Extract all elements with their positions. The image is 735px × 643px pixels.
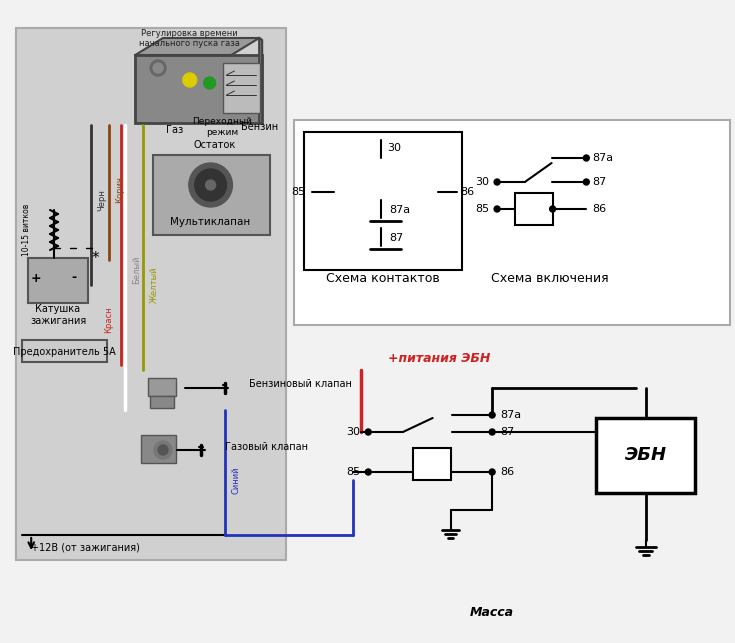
Circle shape [206, 180, 215, 190]
Bar [141, 435, 176, 463]
Text: Масса: Масса [470, 606, 514, 619]
Circle shape [550, 206, 556, 212]
Text: Схема включения: Схема включения [491, 271, 609, 284]
Text: 30: 30 [346, 427, 360, 437]
Circle shape [158, 445, 168, 455]
Text: 87а: 87а [500, 410, 521, 420]
Text: Бензиновый клапан: Бензиновый клапан [249, 379, 352, 389]
Text: 87: 87 [592, 177, 606, 187]
Circle shape [154, 441, 172, 459]
Text: 87: 87 [389, 233, 404, 243]
Bar [223, 63, 260, 113]
Text: 30: 30 [475, 177, 490, 187]
Text: Корич: Корич [115, 177, 124, 203]
Circle shape [150, 60, 166, 76]
Text: ЭБН: ЭБН [625, 446, 667, 464]
Text: 85: 85 [346, 467, 360, 477]
Text: Схема контактов: Схема контактов [326, 271, 440, 284]
Text: *: * [92, 251, 99, 266]
Bar [294, 120, 730, 325]
Text: Черн: Черн [98, 189, 107, 211]
Circle shape [584, 179, 589, 185]
Circle shape [183, 73, 197, 87]
Polygon shape [135, 38, 259, 55]
Text: -: - [71, 271, 76, 284]
Circle shape [490, 469, 495, 475]
Circle shape [365, 429, 371, 435]
Circle shape [195, 169, 226, 201]
Text: Бензин: Бензин [240, 122, 278, 132]
Circle shape [365, 469, 371, 475]
Circle shape [490, 412, 495, 418]
Text: Газовый клапан: Газовый клапан [224, 442, 307, 452]
Bar [304, 132, 462, 270]
Text: Желтый: Желтый [150, 267, 159, 303]
Text: 87а: 87а [389, 205, 410, 215]
Text: 85: 85 [475, 204, 490, 214]
Bar [150, 396, 174, 408]
Circle shape [153, 63, 163, 73]
Bar [16, 28, 286, 560]
Bar [413, 448, 451, 480]
Bar [596, 418, 695, 493]
Text: Переходный
режим: Переходный режим [193, 117, 252, 137]
Bar [22, 340, 107, 362]
Text: 86: 86 [592, 204, 606, 214]
Text: Синий: Синий [232, 466, 240, 494]
Text: 87: 87 [500, 427, 514, 437]
Text: Остаток: Остаток [193, 140, 236, 150]
Bar [135, 55, 262, 123]
Text: +12В (от зажигания): +12В (от зажигания) [32, 543, 140, 553]
Text: Предохранитель 5А: Предохранитель 5А [12, 347, 115, 357]
Circle shape [189, 163, 232, 207]
Circle shape [204, 77, 215, 89]
Polygon shape [259, 38, 262, 123]
Text: Катушка
зажигания: Катушка зажигания [30, 304, 86, 326]
Text: Регулировка времени
начального пуска газа: Регулировка времени начального пуска газ… [140, 28, 240, 48]
Circle shape [494, 179, 500, 185]
Bar [153, 155, 270, 235]
Text: 87а: 87а [592, 153, 614, 163]
Circle shape [584, 155, 589, 161]
Text: 86: 86 [460, 187, 475, 197]
Text: 10-15 витков: 10-15 витков [22, 204, 31, 256]
Circle shape [490, 429, 495, 435]
Text: Мультиклапан: Мультиклапан [171, 217, 251, 227]
Bar [28, 258, 87, 303]
Text: Газ: Газ [166, 125, 184, 135]
Text: +питания ЭБН: +питания ЭБН [388, 352, 490, 365]
Text: 86: 86 [500, 467, 514, 477]
Text: 30: 30 [387, 143, 401, 153]
Text: Белый: Белый [132, 256, 141, 284]
Text: +: + [31, 271, 41, 284]
Bar [515, 193, 553, 225]
Bar [148, 378, 176, 396]
Text: Красн: Красн [104, 307, 113, 333]
Text: 85: 85 [292, 187, 306, 197]
Circle shape [494, 206, 500, 212]
